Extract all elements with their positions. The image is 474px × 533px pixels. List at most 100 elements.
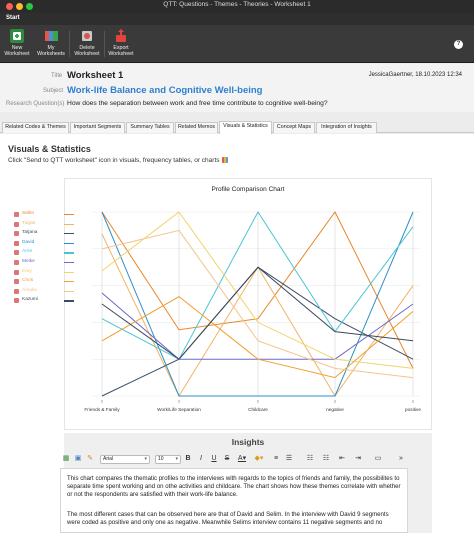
axis-zero-label: 0 (411, 399, 415, 404)
insights-editor[interactable]: This chart compares the thematic profile… (60, 468, 408, 533)
my-worksheets-icon (44, 29, 58, 43)
series-line-selim[interactable] (101, 211, 414, 369)
section-heading: Visuals & Statistics (8, 144, 91, 154)
tab-concept-maps[interactable]: Concept Maps (273, 122, 315, 133)
legend-swatch (64, 271, 74, 273)
maximize-window-button[interactable] (26, 3, 33, 10)
section-instruction: Click "Send to QTT worksheet" icon in vi… (8, 157, 228, 164)
new-worksheet-button[interactable]: New Worksheet (1, 29, 33, 57)
underline-icon[interactable]: U (211, 455, 217, 462)
tab-related-memos[interactable]: Related Memos (175, 122, 218, 133)
legend-swatch (64, 300, 74, 302)
delete-worksheet-button[interactable]: Delete Worksheet (71, 29, 103, 57)
align-left-icon[interactable]: ≡ (273, 455, 279, 462)
document-icon (14, 288, 19, 294)
insights-paragraph-2: The most different cases that can be obs… (67, 511, 389, 527)
series-line-kazumi[interactable] (101, 266, 414, 360)
indent-increase-icon[interactable]: ⇥ (355, 455, 361, 462)
align-center-icon[interactable]: ☰ (285, 455, 293, 462)
my-worksheets-label-2: Worksheets (37, 51, 65, 57)
ribbon-tab-start[interactable]: Start (6, 15, 20, 21)
legend-label: Amalia (22, 287, 37, 293)
series-line-meike[interactable] (101, 292, 414, 360)
legend-label: David (22, 239, 35, 245)
insert-icon[interactable]: ▭ (374, 455, 382, 462)
table-icon[interactable]: ▦ (62, 455, 70, 462)
font-family-value: Arial (103, 456, 114, 462)
chevron-down-icon: ▾ (175, 456, 178, 462)
x-tick-label: Work/Life Separation (157, 407, 201, 412)
font-family-select[interactable]: Arial ▾ (100, 455, 150, 464)
image-icon[interactable]: ▣ (74, 455, 82, 462)
tab-related-codes-themes[interactable]: Related Codes & Themes (2, 122, 69, 133)
more-options-icon[interactable]: » (399, 455, 403, 462)
tab-integration-of-insights[interactable]: Integration of Insights (316, 122, 377, 133)
worksheet-header (0, 64, 474, 112)
close-window-button[interactable] (6, 3, 13, 10)
research-question[interactable]: How does the separation between work and… (67, 100, 328, 107)
legend-label: Tatjana (22, 230, 38, 236)
numbered-list-icon[interactable]: ☷ (322, 455, 330, 462)
new-worksheet-icon (10, 29, 24, 43)
axis-zero-label: 0 (100, 399, 104, 404)
series-line-david[interactable] (101, 211, 414, 397)
series-line-amalia[interactable] (101, 229, 414, 379)
x-tick-label: Childcare (248, 407, 268, 412)
export-worksheet-label-2: Worksheet (108, 51, 134, 57)
bullet-list-icon[interactable]: ☷ (306, 455, 314, 462)
ribbon-separator (69, 31, 70, 57)
legend-label: Selim (22, 211, 34, 216)
subject-label: Subject (43, 88, 64, 94)
font-size-value: 10 (158, 456, 164, 462)
font-color-icon[interactable]: A▾ (237, 455, 247, 462)
title-label: Title (51, 73, 63, 79)
legend-label: Ilvay (22, 268, 32, 274)
axis-zero-label: 0 (177, 399, 181, 404)
worksheet-subject[interactable]: Work-life Balance and Cognitive Well-bei… (67, 85, 263, 96)
indent-decrease-icon[interactable]: ⇤ (339, 455, 345, 462)
tab-visuals-statistics[interactable]: Visuals & Statistics (219, 121, 272, 134)
research-question-label: Research Question(s) (6, 101, 65, 107)
export-worksheet-button[interactable]: Export Worksheet (105, 29, 137, 57)
legend-label: Tugan (22, 220, 36, 226)
help-icon[interactable]: ? (454, 40, 463, 49)
document-icon (14, 221, 19, 227)
font-size-select[interactable]: 10 ▾ (155, 455, 181, 464)
tab-summary-tables[interactable]: Summary Tables (126, 122, 174, 133)
strikethrough-icon[interactable]: S (224, 455, 230, 462)
series-line-arne[interactable] (101, 211, 414, 360)
export-icon (114, 29, 128, 43)
my-worksheets-button[interactable]: My Worksheets (35, 29, 67, 57)
legend-swatch (64, 290, 74, 293)
document-icon (14, 231, 19, 237)
legend-swatch (64, 233, 74, 235)
worksheet-title[interactable]: Worksheet 1 (67, 70, 124, 81)
highlight-icon[interactable]: ◆▾ (254, 455, 264, 462)
new-worksheet-label-2: Worksheet (4, 51, 30, 57)
document-icon (14, 212, 19, 217)
legend-label: Meike (22, 259, 35, 264)
legend-swatch (64, 242, 74, 245)
format-painter-icon[interactable]: ✎ (87, 455, 93, 462)
x-tick-label: negative (326, 407, 344, 412)
document-icon (14, 260, 19, 265)
document-icon (14, 279, 19, 285)
legend-label: Arne (22, 249, 33, 255)
minimize-window-button[interactable] (16, 3, 23, 10)
legend-label: Kazumi (22, 297, 38, 303)
series-line-chris[interactable] (101, 296, 414, 379)
document-icon (14, 240, 19, 246)
document-icon (14, 250, 19, 256)
chevron-down-icon: ▾ (144, 456, 147, 462)
italic-icon[interactable]: I (200, 455, 202, 462)
x-tick-label: positive (405, 407, 421, 412)
editor-toolbar: ▦ ▣ ✎ Arial ▾ 10 ▾ B I U S A▾ ◆▾ ≡ ☰ ☷ ☷ ⇤… (60, 454, 410, 465)
document-icon (14, 298, 19, 304)
legend-swatch (64, 262, 74, 264)
bold-icon[interactable]: B (185, 455, 191, 462)
ribbon-tab-bar: Start (0, 13, 474, 25)
ribbon-separator (104, 31, 105, 57)
tab-important-segments[interactable]: Important Segments (70, 122, 125, 133)
series-line-ilvay[interactable] (101, 211, 414, 369)
